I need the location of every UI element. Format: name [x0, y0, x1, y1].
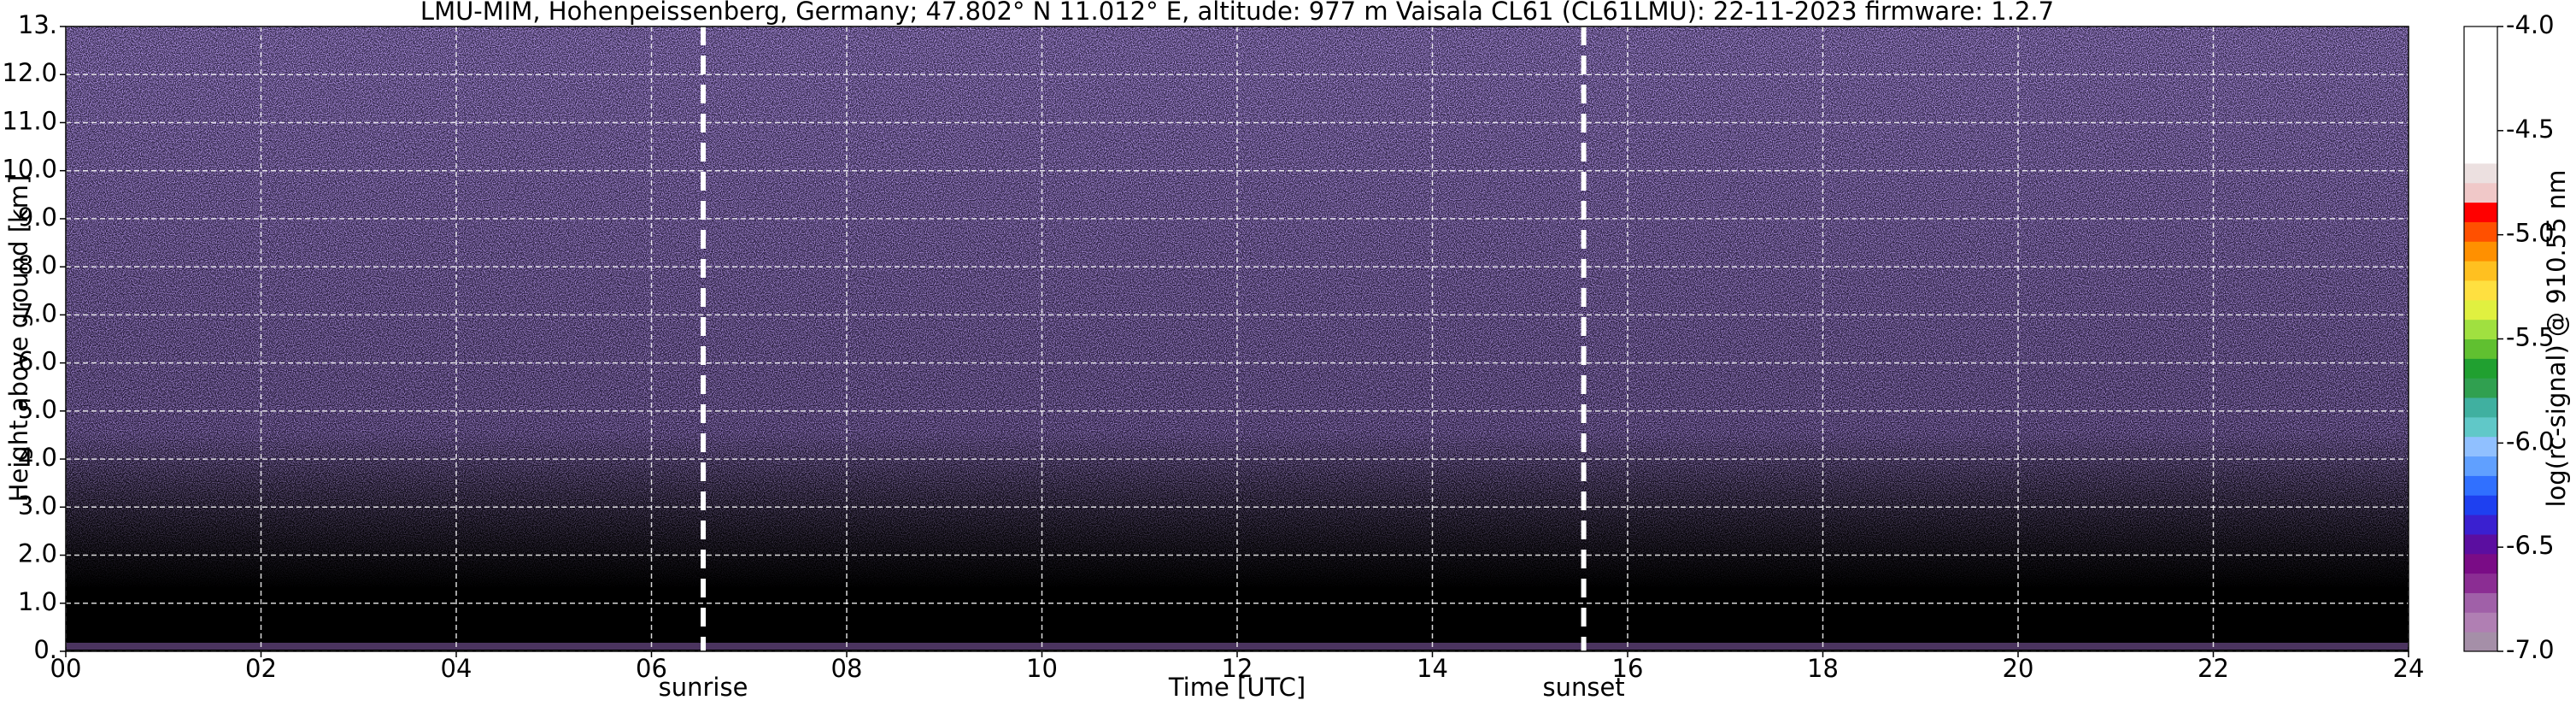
colorbar-segment: [2464, 221, 2497, 242]
colorbar-segment: [2464, 261, 2497, 281]
x-tick-label: 22: [2198, 654, 2229, 683]
colorbar-segment: [2464, 45, 2497, 67]
y-tick-label: 2.0: [18, 539, 57, 568]
x-tick-label: 16: [1612, 654, 1644, 683]
y-tick-label: 3.0: [18, 491, 57, 520]
colorbar-segment: [2464, 26, 2497, 47]
colorbar-tick-label: -6.5: [2506, 531, 2555, 560]
colorbar-segment: [2464, 241, 2497, 262]
colorbar-segment: [2464, 632, 2497, 652]
y-tick-label: 7.0: [18, 298, 57, 327]
colorbar-segment: [2464, 397, 2497, 418]
x-tick-label: 06: [636, 654, 667, 683]
y-tick-label: 9.0: [18, 203, 57, 232]
colorbar-segment: [2464, 612, 2497, 632]
colorbar-segment: [2464, 65, 2497, 86]
x-tick-label: 02: [245, 654, 277, 683]
y-tick-label: 11.0: [2, 106, 57, 135]
x-tick-label: 04: [441, 654, 472, 683]
colorbar-segment: [2464, 338, 2497, 359]
colorbar-segment: [2464, 533, 2497, 555]
colorbar-segment: [2464, 475, 2497, 496]
y-tick-label: 13.: [18, 10, 57, 39]
annotation-label: sunset: [1542, 673, 1624, 702]
y-tick-label: 10.0: [2, 155, 57, 184]
x-tick-label: 08: [831, 654, 863, 683]
colorbar-tick-label: -5.5: [2506, 323, 2555, 352]
colorbar-tick-label: -6.0: [2506, 427, 2555, 456]
x-tick-label: 10: [1026, 654, 1058, 683]
x-tick-label: 18: [1807, 654, 1839, 683]
chart-title: LMU-MIM, Hohenpeissenberg, Germany; 47.8…: [420, 0, 2054, 26]
annotation-label: sunrise: [659, 673, 748, 702]
colorbar-segment: [2464, 124, 2497, 144]
colorbar-tick-label: -5.0: [2506, 219, 2555, 248]
colorbar-segment: [2464, 456, 2497, 476]
colorbar-label: log(rc-signal) @ 910.55 nm: [2542, 169, 2571, 507]
y-axis-label: Height above ground [km]: [4, 175, 33, 503]
colorbar-segment: [2464, 202, 2497, 222]
colorbar-segment: [2464, 573, 2497, 593]
plot-frame: [65, 26, 2409, 652]
colorbar-segment: [2464, 416, 2497, 438]
colorbar-segment: [2464, 358, 2497, 379]
x-tick-label: 14: [1417, 654, 1448, 683]
colorbar-segment: [2464, 378, 2497, 398]
x-tick-label: 24: [2393, 654, 2425, 683]
y-tick-label: 4.0: [18, 443, 57, 472]
y-tick-label: 8.0: [18, 250, 57, 279]
colorbar-segment: [2464, 162, 2497, 184]
x-tick-label: 12: [1222, 654, 1253, 683]
colorbar-segment: [2464, 553, 2497, 574]
colorbar-segment: [2464, 104, 2497, 125]
x-tick-label: 20: [2003, 654, 2034, 683]
colorbar-segment: [2464, 85, 2497, 105]
y-tick-label: 12.0: [2, 58, 57, 87]
colorbar-segment: [2464, 495, 2497, 515]
colorbar-segment: [2464, 279, 2497, 301]
colorbar-segment: [2464, 592, 2497, 613]
colorbar-segment: [2464, 144, 2497, 164]
colorbar-segment: [2464, 319, 2497, 339]
colorbar-tick-label: -4.5: [2506, 115, 2555, 144]
colorbar-segment: [2464, 515, 2497, 535]
x-axis-label: Time [UTC]: [1168, 673, 1306, 702]
y-tick-label: 5.0: [18, 395, 57, 424]
colorbar-tick-label: -4.0: [2506, 10, 2555, 39]
y-tick-label: 0.: [33, 635, 57, 664]
y-tick-label: 1.0: [18, 587, 57, 616]
colorbar-tick-label: -7.0: [2506, 635, 2555, 664]
colorbar-segment: [2464, 436, 2497, 457]
x-tick-label: 00: [50, 654, 82, 683]
colorbar-segment: [2464, 182, 2497, 203]
y-tick-label: 6.0: [18, 347, 57, 376]
colorbar-segment: [2464, 299, 2497, 321]
